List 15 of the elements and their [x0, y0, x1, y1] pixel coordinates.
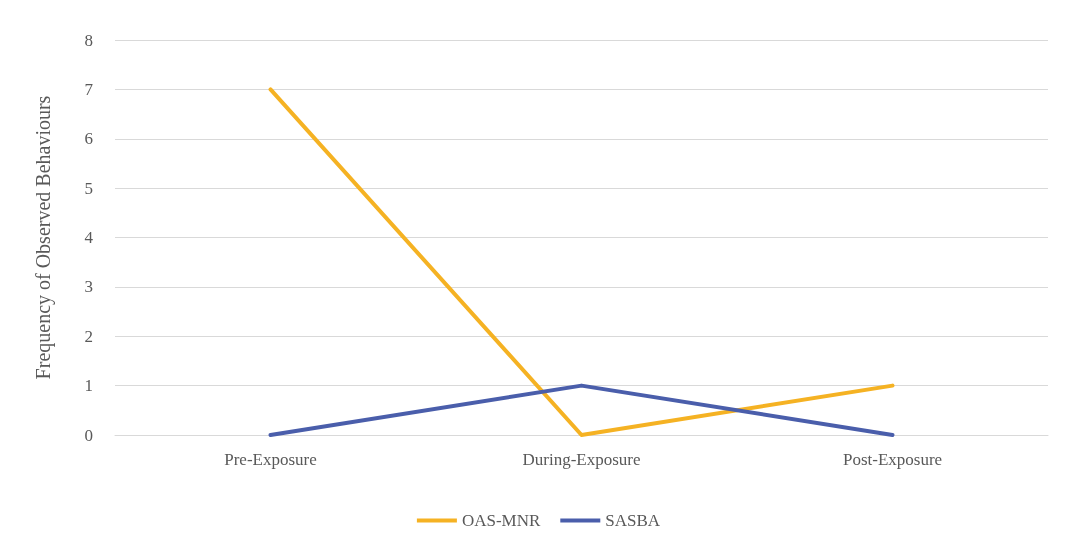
legend-label: SASBA [605, 511, 661, 530]
x-tick-label: Post-Exposure [842, 450, 943, 469]
y-tick-label: 4 [84, 228, 94, 247]
y-tick-label: 8 [84, 30, 93, 50]
y-tick-label: 1 [84, 376, 93, 396]
y-tick-label: 2 [84, 326, 93, 346]
y-tick-label: 6 [84, 129, 93, 149]
y-tick-label: 7 [84, 79, 94, 99]
x-tick-label: During-Exposure [522, 450, 641, 469]
y-axis-title: Frequency of Observed Behaviours [32, 95, 55, 380]
legend-label: OAS-MNR [461, 511, 541, 530]
y-tick-label: 0 [84, 425, 93, 445]
y-tick-label: 3 [84, 277, 93, 297]
y-tick-label: 5 [84, 178, 93, 198]
x-tick-label: Pre-Exposure [224, 450, 317, 469]
